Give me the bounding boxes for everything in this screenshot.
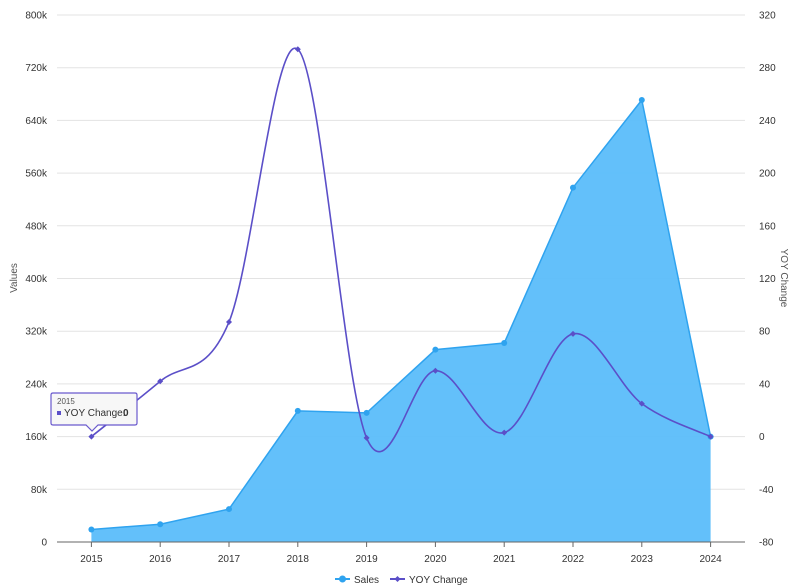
x-tick-label: 2018 <box>287 554 310 565</box>
sales-area-line <box>91 98 712 531</box>
yoy-point <box>707 433 714 440</box>
legend-sales-label: Sales <box>354 575 379 586</box>
x-tick-label: 2022 <box>562 554 585 565</box>
y-tick-label: 720k <box>25 63 48 74</box>
y-tick-label: 640k <box>25 116 48 127</box>
legend: Sales YOY Change <box>335 575 468 586</box>
sales-area-fill <box>91 99 711 542</box>
yoy-point <box>501 429 508 436</box>
yoy-point <box>638 400 645 407</box>
y2-tick-label: -80 <box>759 538 774 549</box>
x-axis-ticks: 2015 2016 2017 2018 2019 2020 2021 2022 2023 2024 <box>80 542 722 565</box>
right-axis-ticks: -80 -40 0 40 80 120 160 200 240 280 320 <box>759 11 776 549</box>
y-tick-label: 320k <box>25 327 48 338</box>
y2-tick-label: 160 <box>759 221 776 232</box>
sales-point <box>294 407 301 414</box>
legend-sales-marker <box>339 575 346 583</box>
yoy-point <box>363 434 370 441</box>
yoy-point <box>432 367 439 374</box>
y2-tick-label: 240 <box>759 116 776 127</box>
y2-tick-label: 200 <box>759 169 776 180</box>
y2-tick-label: 80 <box>759 327 771 338</box>
y2-axis-title: YOY Change <box>778 249 789 308</box>
x-tick-label: 2020 <box>424 554 447 565</box>
x-tick-label: 2017 <box>218 554 241 565</box>
yoy-point <box>226 318 232 325</box>
sales-point <box>157 521 164 528</box>
sales-point <box>501 340 508 347</box>
sales-point <box>570 184 576 191</box>
y-tick-label: 0 <box>41 538 47 549</box>
tooltip-marker <box>57 411 61 415</box>
sales-point <box>88 526 95 533</box>
tooltip: 2015 YOY Change: 0 <box>50 392 138 432</box>
sales-point <box>226 506 232 513</box>
y2-tick-label: 120 <box>759 274 776 285</box>
yoy-change-series <box>88 46 714 453</box>
y-tick-label: 480k <box>25 221 48 232</box>
y-tick-label: 800k <box>25 11 48 22</box>
yoy-point <box>88 433 95 440</box>
sales-point <box>432 346 439 353</box>
legend-yoy-label: YOY Change <box>409 575 468 586</box>
sales-point <box>363 409 370 416</box>
x-tick-label: 2019 <box>355 554 378 565</box>
y2-tick-label: 280 <box>759 63 776 74</box>
y-axis-title: Values <box>9 263 20 293</box>
y2-tick-label: 40 <box>759 379 771 390</box>
left-axis-ticks: 0 80k 160k 240k 320k 400k 480k 560k 640k 720k 800k <box>25 11 48 549</box>
yoy-point <box>157 378 164 385</box>
y-tick-label: 80k <box>31 485 48 496</box>
sales-series <box>88 96 714 542</box>
tooltip-title: 2015 <box>57 397 75 406</box>
x-tick-label: 2024 <box>699 554 722 565</box>
tooltip-box <box>50 392 138 432</box>
y-tick-label: 560k <box>25 169 48 180</box>
grid-lines <box>57 14 745 490</box>
y-tick-label: 160k <box>25 432 48 443</box>
x-tick-label: 2016 <box>149 554 172 565</box>
sales-point <box>638 96 645 103</box>
legend-yoy-marker <box>394 576 401 582</box>
x-tick-label: 2021 <box>493 554 516 565</box>
tooltip-label: YOY Change: <box>64 408 126 419</box>
y-tick-label: 240k <box>25 379 48 390</box>
x-tick-label: 2015 <box>80 554 103 565</box>
y2-tick-label: 320 <box>759 11 776 22</box>
x-tick-label: 2023 <box>631 554 654 565</box>
tooltip-value: 0 <box>123 408 129 419</box>
yoy-point <box>570 330 576 337</box>
y2-tick-label: 0 <box>759 432 765 443</box>
y-tick-label: 400k <box>25 274 48 285</box>
yoy-point <box>294 46 301 53</box>
y2-tick-label: -40 <box>759 485 774 496</box>
